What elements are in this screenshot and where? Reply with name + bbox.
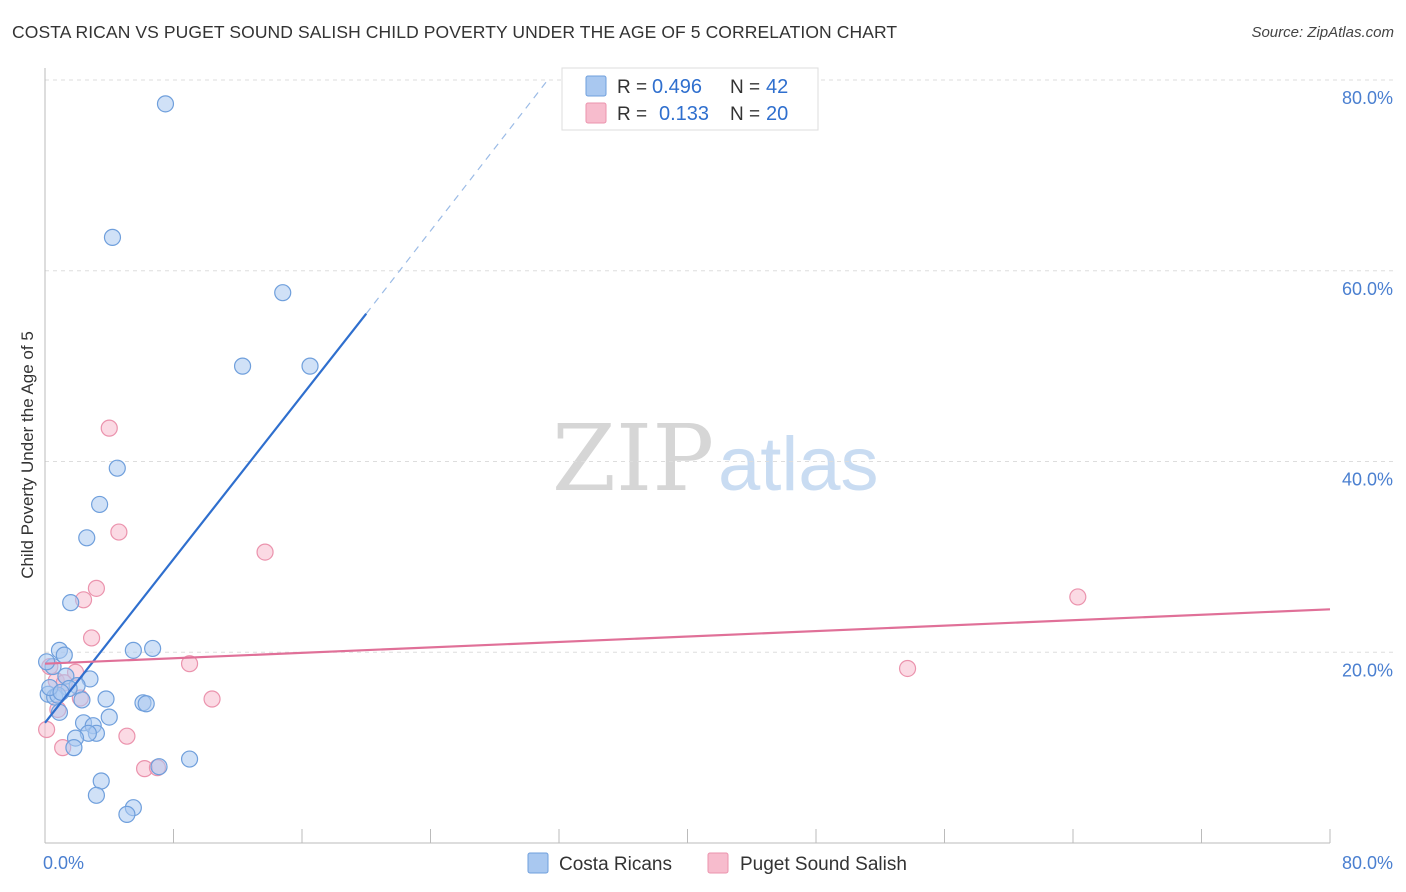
- costa-ricans-point: [103, 228, 122, 246]
- y-tick-label: 40.0%: [1342, 470, 1393, 490]
- y-tick-label: 20.0%: [1342, 660, 1393, 680]
- costa-ricans-point: [301, 357, 319, 375]
- stats-swatch-puget-sound-salish: [585, 102, 607, 124]
- stats-r-label-costa-ricans: R =: [617, 77, 647, 98]
- puget-sound-salish-point: [118, 727, 136, 745]
- costa-ricans-point: [233, 357, 252, 375]
- trend-lines: [44, 79, 1331, 724]
- costa-ricans-point: [108, 459, 126, 477]
- costa-ricans-point: [118, 805, 136, 823]
- costa-ricans-point: [97, 690, 115, 708]
- costa-ricans-point: [124, 641, 142, 659]
- x-axis-tick-labels: 0.0% 80.0%: [43, 853, 1393, 873]
- legend-swatch-costa-ricans: [527, 852, 549, 874]
- costa-ricans-point: [65, 739, 83, 757]
- costa-ricans-point: [92, 772, 110, 790]
- costa-ricans-point: [62, 594, 80, 612]
- series-legend: Costa Ricans Puget Sound Salish: [527, 852, 907, 875]
- costa-ricans-points: [38, 95, 319, 823]
- stats-n-label-costa-ricans: N =: [730, 77, 760, 98]
- costa-ricans-point: [87, 786, 106, 804]
- costa-ricans-point: [144, 639, 162, 658]
- costa-ricans-point: [274, 284, 292, 302]
- costa-ricans-point: [91, 495, 109, 514]
- stats-n-value-puget-sound-salish: 20: [766, 103, 788, 125]
- stats-r-value-costa-ricans: 0.496: [652, 76, 702, 98]
- puget-sound-salish-point: [1069, 588, 1087, 606]
- puget-sound-salish-point: [203, 690, 221, 708]
- puget-sound-salish-point: [110, 523, 128, 541]
- puget-sound-salish-point: [180, 655, 199, 673]
- costa-ricans-point: [38, 653, 56, 671]
- stats-n-value-costa-ricans: 42: [766, 76, 788, 98]
- stats-n-label-puget-sound-salish: N =: [730, 104, 760, 125]
- y-tick-label: 80.0%: [1342, 88, 1393, 108]
- puget-sound-salish-point: [87, 579, 106, 597]
- puget-sound-salish-point: [898, 659, 917, 678]
- y-tick-label: 60.0%: [1342, 279, 1393, 299]
- costa-ricans-point: [180, 750, 199, 768]
- puget-sound-salish-point: [38, 720, 56, 739]
- puget-sound-salish-point: [82, 629, 101, 647]
- costa-ricans-point: [137, 695, 155, 713]
- legend-label-puget-sound-salish: Puget Sound Salish: [740, 854, 907, 875]
- y-axis-title: Child Poverty Under the Age of 5: [18, 331, 37, 579]
- chart-title: COSTA RICAN VS PUGET SOUND SALISH CHILD …: [12, 22, 898, 42]
- costa-ricans-trend-line: [44, 312, 368, 724]
- legend-swatch-puget-sound-salish: [707, 852, 729, 874]
- costa-ricans-point: [156, 95, 175, 113]
- costa-ricans-point: [73, 691, 91, 709]
- costa-ricans-point: [78, 529, 96, 547]
- x-tick-label: 80.0%: [1342, 853, 1393, 873]
- y-axis-tick-labels: 20.0% 40.0% 60.0% 80.0%: [1342, 88, 1393, 680]
- watermark-atlas: atlas: [718, 422, 879, 507]
- costa-ricans-trend-extension: [365, 79, 549, 315]
- puget-sound-salish-point: [256, 543, 274, 561]
- costa-ricans-point: [100, 708, 118, 726]
- stats-r-label-puget-sound-salish: R =: [617, 104, 647, 125]
- puget-sound-salish-trend-line: [44, 608, 1331, 665]
- stats-swatch-costa-ricans: [585, 75, 607, 97]
- legend-label-costa-ricans: Costa Ricans: [559, 854, 672, 875]
- stats-box: R = 0.496 N = 42 R = 0.133 N = 20: [561, 67, 819, 131]
- source-label: Source: ZipAtlas.com: [1251, 24, 1394, 41]
- stats-r-value-puget-sound-salish: 0.133: [659, 103, 709, 125]
- x-axis-ticks: [44, 829, 1331, 843]
- watermark-zip: ZIP: [552, 405, 714, 512]
- x-tick-label: 0.0%: [43, 853, 84, 873]
- costa-ricans-point: [150, 758, 168, 776]
- costa-ricans-point: [52, 683, 70, 701]
- puget-sound-salish-point: [100, 419, 118, 437]
